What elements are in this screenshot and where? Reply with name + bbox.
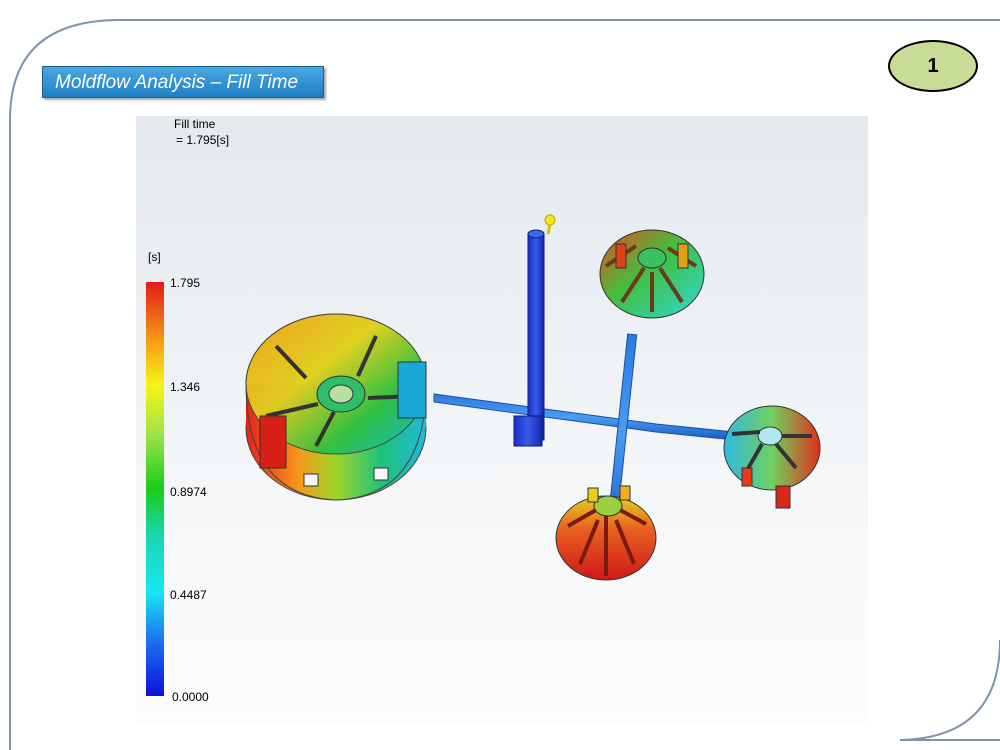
mold-model-render <box>245 214 821 581</box>
scale-tick-3: 0.4487 <box>170 588 207 602</box>
result-label: Fill time <box>174 117 216 131</box>
result-viewport[interactable]: Fill time = 1.795[s] [s] 1.795 1.346 0.8… <box>136 116 868 724</box>
scale-tick-max: 1.795 <box>170 276 201 290</box>
page-number-badge: 1 <box>888 40 978 92</box>
scale-tick-2: 0.8974 <box>170 485 207 499</box>
result-value: = 1.795[s] <box>176 133 230 147</box>
page-number: 1 <box>927 54 939 77</box>
scale-tick-1: 1.346 <box>170 380 201 394</box>
slide-title: Moldflow Analysis – Fill Time <box>42 66 324 98</box>
color-scale-bar <box>146 282 164 696</box>
scale-tick-min: 0.0000 <box>172 690 209 704</box>
scale-unit: [s] <box>148 250 161 264</box>
